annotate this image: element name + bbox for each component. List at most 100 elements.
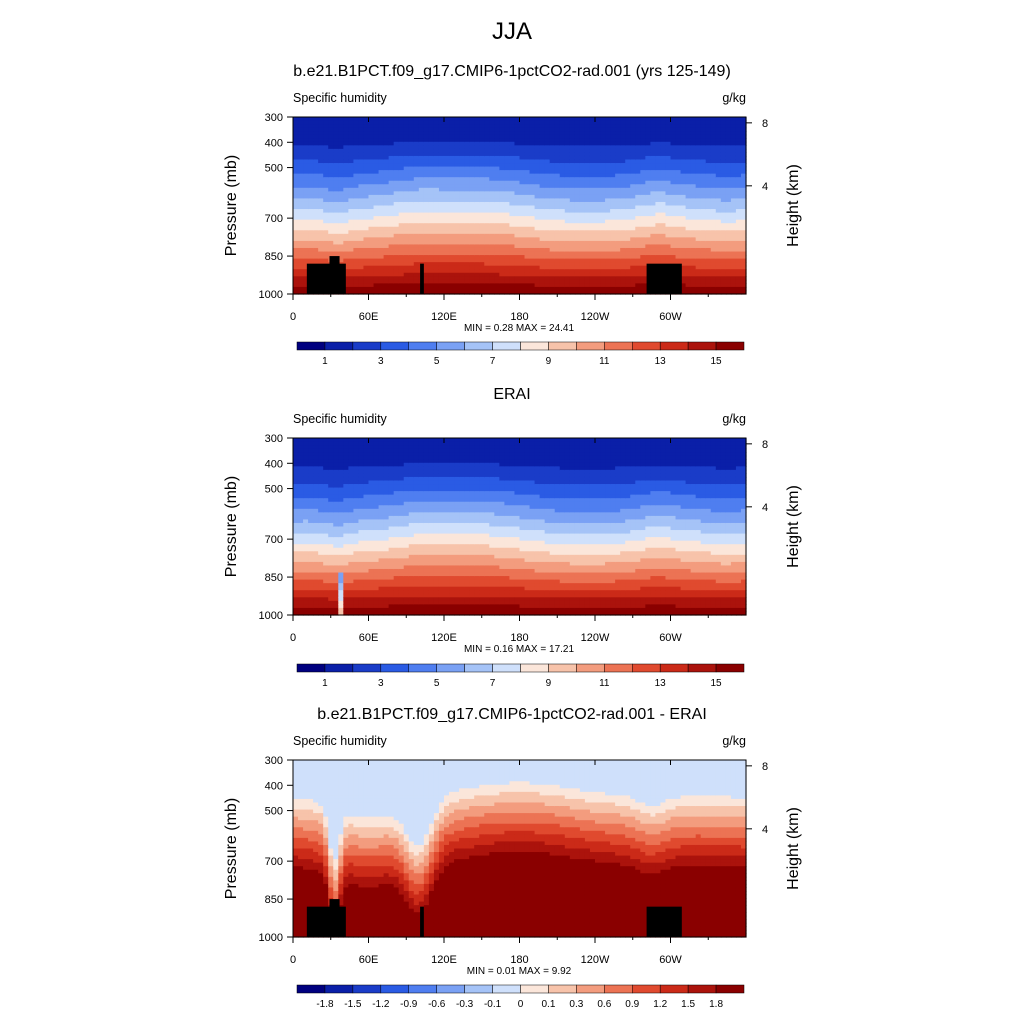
- field-cell: [393, 255, 400, 260]
- field-cell: [444, 216, 450, 221]
- field-cell: [398, 173, 405, 178]
- field-cell: [313, 120, 319, 125]
- field-cell: [308, 255, 314, 260]
- field-cell: [388, 201, 395, 207]
- field-cell: [373, 251, 380, 256]
- field-cell: [393, 219, 400, 224]
- field-cell: [504, 276, 511, 281]
- field-cell: [418, 216, 425, 221]
- field-cell: [313, 180, 319, 185]
- field-cell: [418, 255, 425, 260]
- field-cell: [433, 127, 440, 132]
- field-cell: [438, 177, 445, 182]
- field-cell: [308, 216, 314, 221]
- field-cell: [428, 230, 435, 235]
- field-cell: [358, 262, 365, 267]
- field-cell: [363, 247, 370, 253]
- field-cell: [479, 283, 485, 288]
- field-cell: [348, 177, 354, 182]
- field-cell: [529, 290, 536, 295]
- field-cell: [363, 226, 370, 231]
- field-cell: [438, 124, 445, 129]
- field-cell: [303, 198, 309, 203]
- field-cell: [383, 120, 390, 125]
- field-cell: [383, 155, 390, 161]
- field-cell: [519, 258, 526, 263]
- field-cell: [323, 131, 329, 136]
- field-cell: [529, 223, 536, 228]
- field-cell: [358, 251, 365, 256]
- field-cell: [293, 187, 299, 192]
- field-cell: [403, 262, 410, 267]
- field-cell: [303, 173, 309, 178]
- field-cell: [484, 138, 490, 143]
- field-cell: [449, 283, 455, 288]
- field-cell: [408, 205, 415, 210]
- field-cell: [378, 233, 385, 238]
- field-cell: [358, 244, 365, 249]
- field-cell: [358, 237, 365, 242]
- field-cell: [484, 223, 490, 228]
- field-cell: [534, 148, 541, 153]
- field-cell: [474, 177, 480, 182]
- field-cell: [504, 230, 511, 235]
- field-cell: [433, 187, 440, 192]
- field-cell: [499, 244, 505, 249]
- field-cell: [494, 269, 500, 274]
- field-cell: [469, 265, 475, 270]
- field-cell: [383, 265, 390, 270]
- field-cell: [323, 173, 329, 178]
- field-cell: [358, 233, 365, 238]
- field-cell: [298, 177, 304, 182]
- field-cell: [474, 237, 480, 242]
- field-cell: [303, 279, 309, 284]
- field-cell: [499, 134, 505, 139]
- field-cell: [368, 212, 375, 217]
- field-cell: [318, 166, 324, 171]
- field-cell: [338, 191, 344, 196]
- field-cell: [338, 201, 344, 207]
- field-cell: [353, 290, 360, 295]
- field-cell: [338, 177, 344, 182]
- field-cell: [504, 272, 511, 277]
- field-cell: [333, 230, 339, 235]
- field-cell: [469, 134, 475, 139]
- field-cell: [454, 286, 460, 292]
- field-cell: [383, 209, 390, 214]
- field-cell: [368, 180, 375, 185]
- field-cell: [469, 173, 475, 178]
- field-cell: [298, 223, 304, 228]
- field-cell: [313, 226, 319, 231]
- field-cell: [323, 216, 329, 221]
- field-cell: [363, 240, 370, 246]
- field-cell: [403, 117, 410, 122]
- field-cell: [539, 141, 546, 146]
- field-cell: [509, 255, 516, 260]
- field-cell: [454, 184, 460, 189]
- field-cell: [454, 124, 460, 129]
- field-cell: [343, 216, 349, 221]
- field-cell: [348, 152, 354, 157]
- field-cell: [373, 131, 380, 136]
- field-cell: [348, 163, 354, 168]
- field-cell: [313, 216, 319, 221]
- field-cell: [494, 117, 500, 122]
- field-cell: [388, 251, 395, 256]
- field-cell: [398, 290, 405, 295]
- field-cell: [358, 205, 365, 210]
- field-cell: [464, 255, 470, 260]
- field-cell: [318, 240, 324, 246]
- field-cell: [519, 286, 526, 292]
- field-cell: [504, 212, 511, 217]
- field-cell: [388, 163, 395, 168]
- field-cell: [348, 279, 354, 284]
- field-cell: [323, 184, 329, 189]
- field-cell: [504, 244, 511, 249]
- field-cell: [428, 290, 435, 295]
- field-cell: [313, 240, 319, 246]
- field-cell: [494, 198, 500, 203]
- field-cell: [529, 286, 536, 292]
- field-cell: [378, 283, 385, 288]
- field-cell: [403, 247, 410, 253]
- field-cell: [484, 145, 490, 150]
